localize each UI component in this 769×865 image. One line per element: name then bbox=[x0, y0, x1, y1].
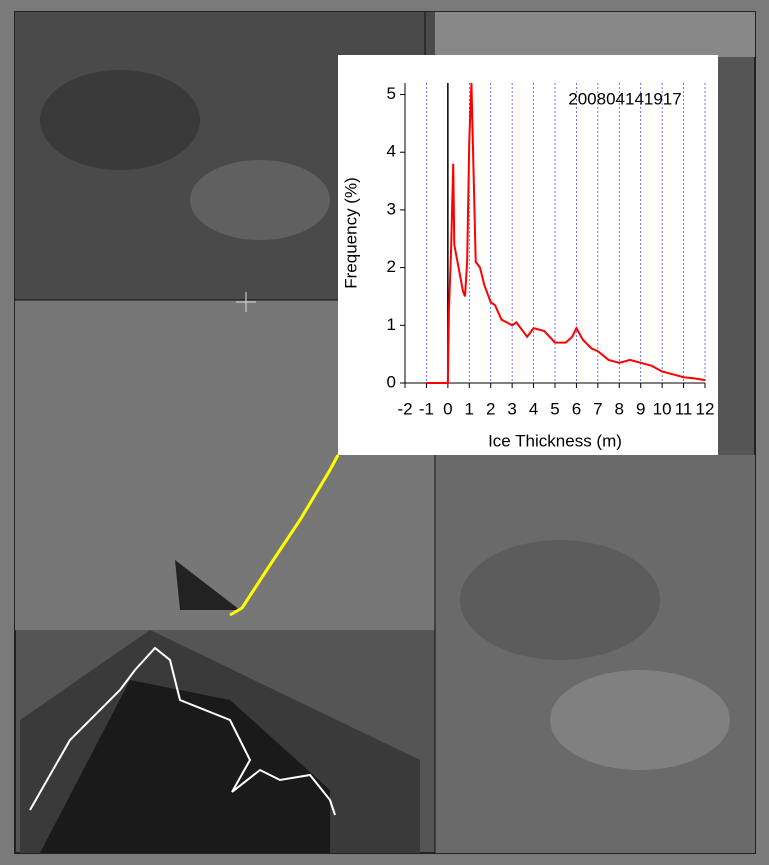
y-tick-label: 3 bbox=[387, 199, 396, 218]
screenshot: -2-10123456789101112012345 200804141917 … bbox=[0, 0, 769, 865]
x-tick-label: 4 bbox=[529, 399, 538, 418]
y-tick-label: 5 bbox=[387, 84, 396, 103]
annotation: 200804141917 bbox=[568, 89, 681, 108]
x-tick-label: 12 bbox=[696, 399, 715, 418]
y-tick-label: 4 bbox=[387, 142, 396, 161]
x-tick-label: 6 bbox=[572, 399, 581, 418]
x-tick-label: 10 bbox=[653, 399, 672, 418]
x-tick-label: 1 bbox=[465, 399, 474, 418]
x-tick-label: 2 bbox=[486, 399, 495, 418]
y-axis-label: Frequency (%) bbox=[341, 177, 360, 288]
y-tick-label: 1 bbox=[387, 315, 396, 334]
y-tick-label: 0 bbox=[387, 372, 396, 391]
x-tick-label: -2 bbox=[397, 399, 412, 418]
x-tick-label: 5 bbox=[550, 399, 559, 418]
inset-background bbox=[338, 55, 718, 455]
x-tick-label: -1 bbox=[419, 399, 434, 418]
x-axis-label: Ice Thickness (m) bbox=[488, 431, 622, 450]
x-tick-label: 7 bbox=[593, 399, 602, 418]
x-tick-label: 0 bbox=[443, 399, 452, 418]
y-tick-label: 2 bbox=[387, 257, 396, 276]
x-tick-label: 8 bbox=[615, 399, 624, 418]
x-tick-label: 11 bbox=[675, 399, 693, 418]
x-tick-label: 3 bbox=[507, 399, 516, 418]
x-tick-label: 9 bbox=[636, 399, 645, 418]
